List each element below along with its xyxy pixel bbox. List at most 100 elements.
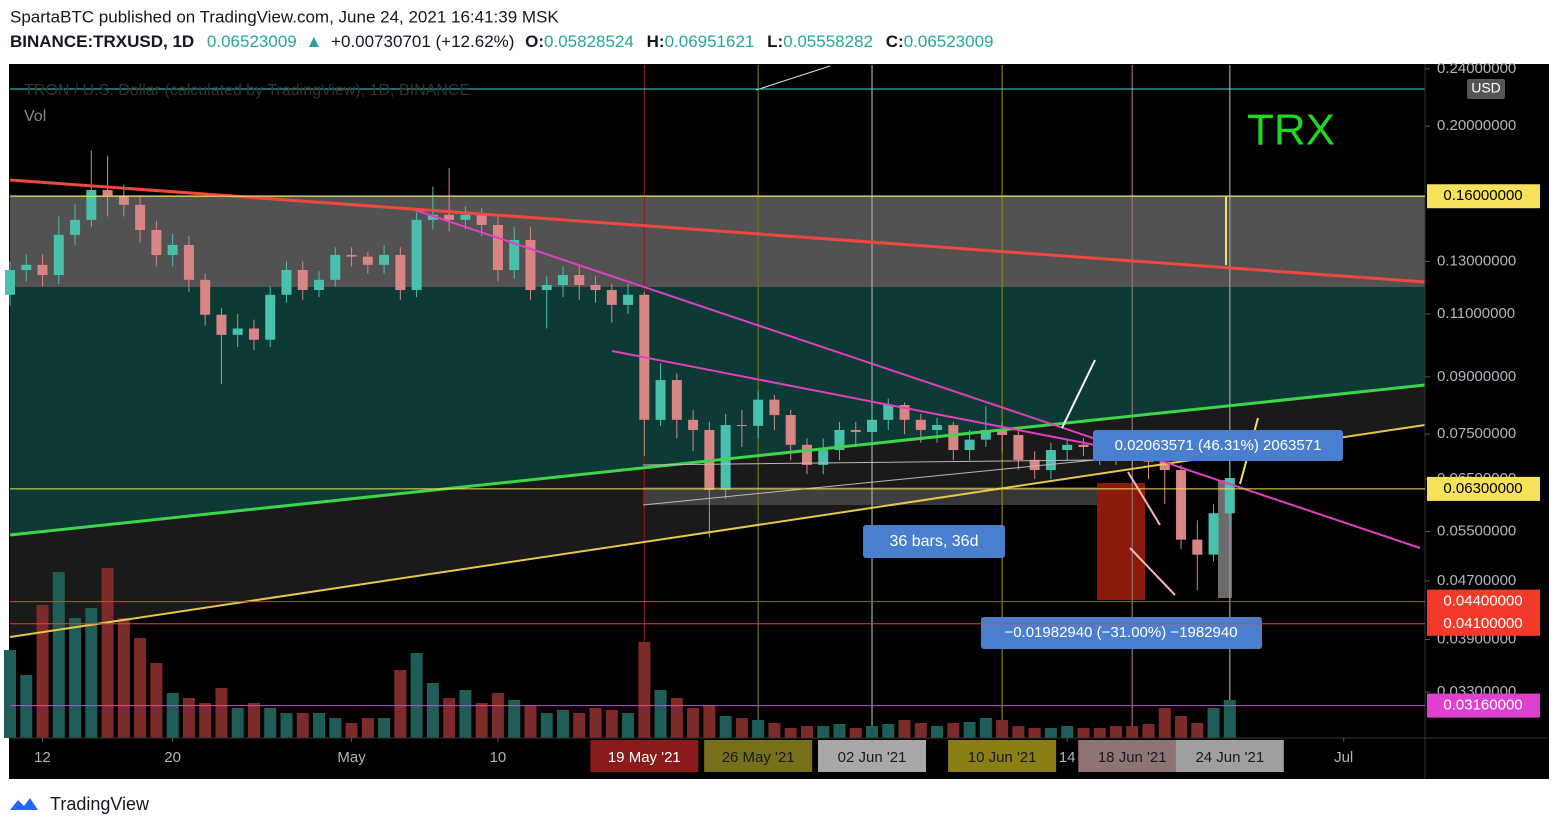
date-marker-box bbox=[704, 740, 813, 772]
volume-bar bbox=[1158, 708, 1171, 738]
ohlc-key: H: bbox=[647, 32, 665, 51]
candle-body bbox=[346, 254, 357, 257]
volume-bar bbox=[52, 572, 65, 738]
volume-bar bbox=[1109, 726, 1122, 738]
last: 0.06523009 bbox=[207, 32, 297, 51]
candle-body bbox=[135, 204, 146, 230]
volume-bar bbox=[361, 718, 374, 738]
volume-bar bbox=[589, 708, 602, 738]
volume-bar bbox=[426, 683, 439, 738]
candle-body bbox=[1224, 477, 1235, 514]
price-line-label: 0.16000000 bbox=[1443, 187, 1522, 204]
candle-body bbox=[200, 279, 211, 315]
volume-bar bbox=[1126, 726, 1139, 738]
candle-body bbox=[362, 256, 373, 265]
candle-body bbox=[232, 328, 243, 335]
arrow bbox=[1061, 359, 1096, 429]
volume-bar bbox=[540, 713, 553, 738]
date-marker-label: 10 Jun '21 bbox=[968, 749, 1037, 766]
volume-bar bbox=[231, 708, 244, 738]
date-marker-box bbox=[948, 740, 1057, 772]
volume-bar bbox=[264, 708, 277, 738]
volume-bar bbox=[833, 724, 846, 738]
measure-box bbox=[981, 617, 1262, 649]
candle-body bbox=[395, 254, 406, 290]
volume-bar bbox=[605, 710, 618, 738]
date-marker-label: 24 Jun '21 bbox=[1195, 749, 1264, 766]
volume-bar bbox=[4, 650, 16, 738]
candle-body bbox=[818, 450, 829, 465]
y-tick-label: 0.13000000 bbox=[1437, 252, 1516, 269]
volume-bar bbox=[524, 706, 537, 738]
drawings: TRON / U.S. Dollar (calculated by Tradin… bbox=[9, 65, 1426, 649]
volume-bar bbox=[1223, 700, 1236, 738]
price-line-label: 0.06300000 bbox=[1443, 480, 1522, 497]
line bbox=[755, 65, 831, 91]
volume-bar bbox=[784, 728, 797, 738]
volume-bar bbox=[1175, 716, 1188, 738]
date-marker-label: 18 Jun '21 bbox=[1098, 749, 1167, 766]
volume-bar bbox=[914, 723, 927, 738]
candle-body bbox=[5, 270, 15, 295]
ohlc-key: L: bbox=[767, 32, 783, 51]
candle-body bbox=[379, 254, 390, 265]
arrow: ▲ bbox=[305, 32, 322, 51]
volume-bar bbox=[85, 608, 98, 738]
y-tick-label: 0.20000000 bbox=[1437, 117, 1516, 134]
volume-bar bbox=[378, 718, 391, 738]
date-marker-label: 26 May '21 bbox=[722, 749, 795, 766]
candle-body bbox=[769, 399, 780, 416]
candle-body bbox=[801, 444, 812, 465]
candle-body bbox=[606, 289, 617, 305]
candle-body bbox=[183, 244, 194, 280]
candle-body bbox=[1159, 461, 1170, 471]
volume-label: Vol bbox=[24, 108, 46, 125]
symbol-label: TRX bbox=[1247, 106, 1335, 155]
y-tick-label: 0.04700000 bbox=[1437, 572, 1516, 589]
volume-bar bbox=[947, 723, 960, 738]
candle-body bbox=[53, 234, 64, 276]
candle-body bbox=[102, 190, 113, 197]
candle-body bbox=[427, 214, 438, 220]
volume-bar bbox=[199, 703, 212, 738]
volume-bar bbox=[752, 720, 765, 738]
candle-body bbox=[1029, 459, 1040, 471]
candle-body bbox=[248, 328, 259, 340]
date-marker-box bbox=[1078, 740, 1187, 772]
x-tick-label: 14 bbox=[1059, 749, 1076, 766]
ohlc-key: C: bbox=[886, 32, 904, 51]
date-marker-box bbox=[818, 740, 927, 772]
volume-bar bbox=[345, 723, 358, 738]
candle-body bbox=[216, 314, 227, 335]
volume-bar bbox=[1191, 723, 1204, 738]
trendline bbox=[9, 178, 1426, 284]
measure-label: 0.02063571 (46.31%) 2063571 bbox=[1115, 437, 1322, 454]
currency: USD bbox=[1471, 80, 1501, 96]
candle-body bbox=[411, 219, 422, 290]
candle-body bbox=[915, 419, 926, 430]
candle-body bbox=[899, 404, 910, 420]
candle-body bbox=[476, 214, 487, 225]
candle-body bbox=[655, 380, 666, 420]
candle-body bbox=[1192, 539, 1203, 555]
logo bbox=[10, 798, 38, 810]
drop-box bbox=[1097, 483, 1145, 600]
volume-bar bbox=[866, 726, 879, 738]
candle-body bbox=[948, 425, 959, 451]
candle-body bbox=[720, 425, 731, 490]
x-tick-label: 20 bbox=[164, 749, 181, 766]
change: +0.00730701 (+12.62%) bbox=[331, 32, 514, 51]
price-line-label: 0.04100000 bbox=[1443, 615, 1522, 632]
candle-body bbox=[151, 229, 162, 255]
candle-body bbox=[541, 284, 552, 290]
candle-body bbox=[688, 419, 699, 430]
volume-bar bbox=[117, 618, 130, 738]
candle-body bbox=[509, 239, 520, 270]
ohlc-value: 0.05558282 bbox=[783, 32, 873, 51]
volume-bar bbox=[1207, 708, 1220, 738]
x-tick-label: 10 bbox=[490, 749, 507, 766]
candle-body bbox=[850, 429, 861, 433]
publisher: SpartaBTC published on TradingView.com, … bbox=[10, 7, 559, 26]
candle-body bbox=[86, 190, 97, 220]
